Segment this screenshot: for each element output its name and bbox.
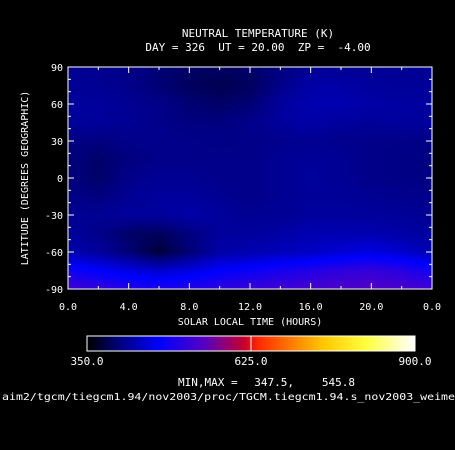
x-axis: 0.0 4.0 8.0 12.0 16.0 20.0 0.0	[59, 67, 441, 313]
y-tick-label: 30	[51, 137, 63, 148]
x-tick-label: 8.0	[180, 302, 198, 313]
y-tick-label: -60	[45, 248, 63, 259]
colorbar-label-max: 900.0	[398, 355, 431, 368]
x-tick-label: 20.0	[359, 302, 383, 313]
y-tick-label: 0	[57, 174, 63, 185]
y-axis: 90 60 30 0 -30 -60 -90	[45, 63, 432, 296]
y-tick-label: -30	[45, 211, 63, 222]
minmax-label: MIN,MAX =	[178, 376, 238, 389]
y-tick-label: 90	[51, 63, 63, 74]
minmax-min-value: 347.5,	[254, 376, 294, 389]
x-tick-label: 0.0	[59, 302, 77, 313]
colorbar: 350.0 625.0 900.0	[70, 335, 432, 368]
heatmap-plot	[67, 66, 433, 290]
y-tick-label: 60	[51, 100, 63, 111]
x-tick-label: 16.0	[299, 302, 323, 313]
x-tick-label: 12.0	[238, 302, 262, 313]
file-path: aim2/tgcm/tiegcm1.94/nov2003/proc/TGCM.t…	[2, 392, 455, 403]
y-tick-label: -90	[45, 285, 63, 296]
colorbar-label-mid: 625.0	[234, 355, 267, 368]
y-axis-label: LATITUDE (DEGREES GEOGRAPHIC)	[20, 91, 31, 266]
x-tick-label: 4.0	[120, 302, 138, 313]
chart-subtitle: DAY = 326 UT = 20.00 ZP = -4.00	[145, 41, 370, 54]
minmax-max-value: 545.8	[322, 376, 355, 389]
chart-title: NEUTRAL TEMPERATURE (K)	[182, 27, 334, 40]
colorbar-label-min: 350.0	[70, 355, 103, 368]
x-tick-label: 0.0	[423, 302, 441, 313]
heatmap-field	[68, 67, 432, 289]
x-axis-label: SOLAR LOCAL TIME (HOURS)	[178, 317, 323, 328]
